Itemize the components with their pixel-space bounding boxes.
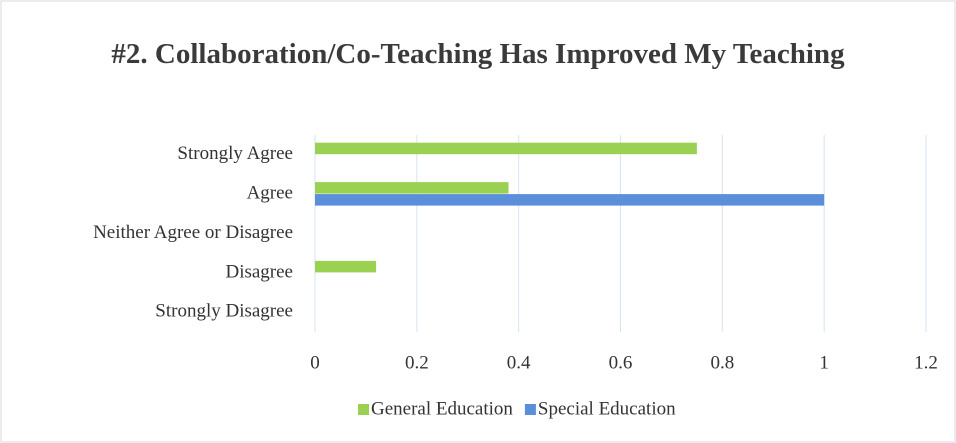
legend-swatch <box>524 404 536 415</box>
x-tick-label: 0.2 <box>405 352 429 373</box>
y-tick-label: Strongly Disagree <box>155 301 293 322</box>
x-tick-label: 0.8 <box>710 352 734 373</box>
y-tick-label: Strongly Agree <box>177 143 293 164</box>
legend-label: General Education <box>371 398 513 419</box>
x-tick-label: 0.4 <box>507 352 531 373</box>
x-tick-label: 1.2 <box>914 352 938 373</box>
y-tick-label: Disagree <box>225 261 293 282</box>
x-tick-label: 0 <box>310 352 320 373</box>
x-tick-label: 0.6 <box>609 352 633 373</box>
chart-title: #2. Collaboration/Co-Teaching Has Improv… <box>111 38 845 70</box>
y-tick-label: Agree <box>247 182 293 203</box>
bar <box>315 182 509 194</box>
bar <box>315 142 697 155</box>
bar <box>315 260 377 273</box>
x-tick-label: 1 <box>819 352 829 373</box>
y-tick-label: Neither Agree or Disagree <box>93 222 293 243</box>
legend-swatch <box>358 404 369 415</box>
legend-label: Special Education <box>538 398 676 419</box>
bar <box>315 194 825 206</box>
